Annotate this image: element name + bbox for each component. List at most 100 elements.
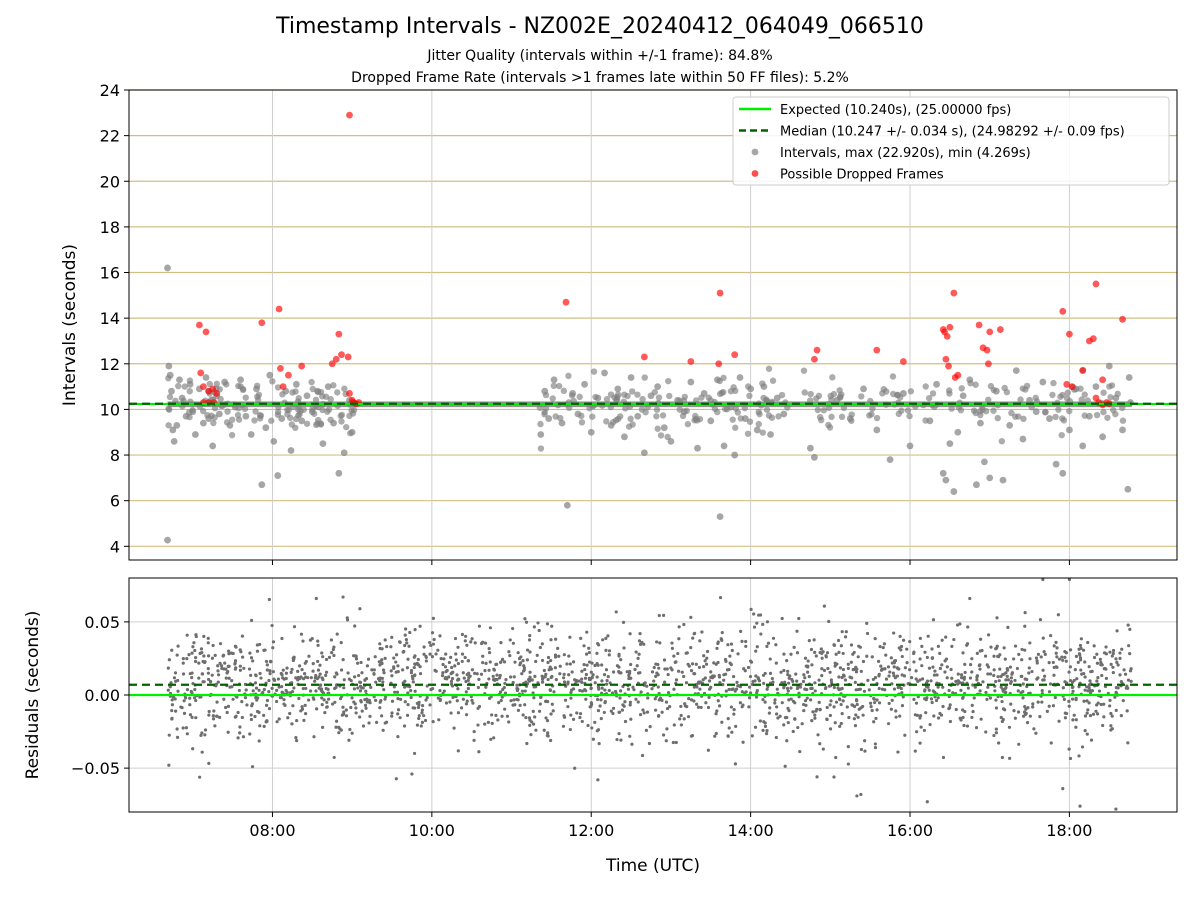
residual-point: [650, 687, 654, 691]
interval-point: [1032, 394, 1039, 401]
residual-point: [523, 689, 527, 693]
residual-point: [1121, 699, 1125, 703]
residual-point: [1118, 651, 1122, 655]
residual-point: [1092, 655, 1097, 660]
residual-point: [288, 691, 293, 695]
residual-point: [959, 718, 963, 722]
residual-point: [597, 687, 601, 691]
residual-point: [406, 703, 410, 707]
residual-point: [272, 677, 276, 681]
interval-point: [836, 387, 843, 394]
residual-point: [338, 697, 343, 701]
residual-point: [952, 637, 956, 642]
residual-point: [297, 696, 301, 701]
interval-point: [287, 447, 295, 454]
residual-point: [722, 673, 726, 677]
residual-point: [876, 659, 881, 663]
residual-point: [194, 634, 198, 639]
y-tick-label: 4: [110, 537, 120, 556]
residual-point: [268, 669, 272, 673]
residual-point: [621, 620, 626, 625]
residual-point: [654, 674, 658, 678]
residual-point: [237, 688, 241, 693]
dropped-frame-point: [984, 360, 992, 368]
residual-point: [327, 655, 332, 659]
residual-point: [494, 713, 498, 717]
residual-point: [544, 672, 548, 676]
residual-point: [1074, 654, 1078, 658]
residual-point: [1025, 677, 1029, 682]
residual-point: [912, 697, 916, 701]
residual-point: [660, 710, 664, 714]
residual-point: [747, 685, 752, 689]
residual-point: [230, 679, 234, 683]
y-tick-label: 24: [100, 81, 120, 100]
residual-point: [728, 654, 732, 658]
residual-point: [867, 688, 871, 692]
residual-point: [353, 675, 357, 679]
residual-point: [578, 715, 582, 720]
residual-point: [1126, 623, 1130, 627]
residual-point: [697, 665, 702, 670]
residual-point: [267, 597, 271, 602]
residual-point: [545, 719, 550, 723]
residual-point: [325, 705, 329, 709]
residual-point: [932, 673, 937, 677]
residual-point: [923, 689, 927, 693]
interval-point: [746, 392, 753, 400]
residual-point: [984, 690, 988, 695]
residual-point: [447, 675, 451, 679]
residual-point: [358, 715, 362, 719]
residual-point: [389, 669, 393, 673]
residual-point: [782, 723, 786, 727]
residual-point: [640, 753, 645, 758]
residual-point: [729, 705, 734, 709]
residual-point: [837, 675, 841, 679]
residual-point: [326, 697, 331, 701]
residual-point: [820, 651, 824, 655]
residual-point: [197, 676, 201, 680]
residual-point: [849, 643, 854, 647]
residual-point: [176, 644, 180, 648]
residual-point: [817, 700, 821, 704]
residual-point: [441, 671, 445, 675]
interval-point: [275, 404, 282, 411]
interval-point: [228, 431, 236, 439]
residual-point: [1074, 725, 1078, 729]
residual-point: [476, 723, 480, 727]
residual-point: [650, 670, 655, 674]
residual-point: [190, 715, 194, 719]
residual-point: [321, 725, 325, 729]
residual-point: [227, 664, 231, 668]
residual-point: [636, 656, 640, 660]
y-tick-label: 12: [100, 355, 120, 374]
interval-point: [251, 417, 258, 424]
residual-point: [975, 678, 979, 682]
residual-point: [524, 620, 529, 624]
residual-point: [473, 671, 477, 675]
interval-point: [707, 417, 715, 425]
residual-point: [1109, 724, 1113, 728]
residual-point: [249, 713, 253, 717]
residual-point: [324, 657, 329, 662]
residual-point: [1092, 644, 1096, 648]
residual-point: [412, 655, 416, 659]
residual-point: [962, 723, 966, 728]
residual-point: [807, 674, 811, 679]
residual-point: [887, 701, 891, 706]
residual-point: [452, 726, 456, 730]
residual-outlier: [859, 792, 863, 797]
residual-point: [741, 703, 745, 707]
interval-point: [169, 426, 177, 434]
residual-point: [450, 665, 454, 670]
residual-point: [360, 709, 364, 713]
residual-point: [936, 644, 940, 648]
interval-point: [294, 406, 302, 413]
interval-point: [1078, 396, 1085, 403]
residual-point: [726, 717, 730, 721]
interval-point: [252, 408, 259, 415]
residual-point: [1085, 711, 1089, 715]
residual-point: [903, 666, 907, 670]
residual-point: [1010, 672, 1014, 676]
residual-point: [590, 675, 594, 680]
